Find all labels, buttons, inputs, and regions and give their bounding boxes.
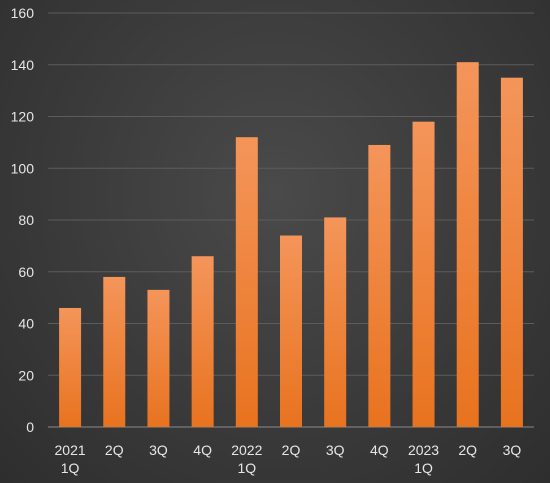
x-tick-label: 1Q xyxy=(61,460,80,476)
x-tick-label: 1Q xyxy=(414,460,433,476)
x-tick-label: 4Q xyxy=(370,442,389,458)
x-tick-label: 1Q xyxy=(237,460,256,476)
x-tick-label: 2Q xyxy=(458,442,477,458)
grid-lines xyxy=(48,12,534,428)
y-tick-label: 120 xyxy=(11,109,35,125)
bar xyxy=(500,77,523,427)
y-tick-label: 160 xyxy=(11,5,35,21)
y-axis-ticks: 0 20 40 60 80 100 120 140 160 xyxy=(11,5,35,435)
x-tick-label: 2021 xyxy=(55,442,86,458)
y-tick-label: 100 xyxy=(11,160,35,176)
bar xyxy=(368,144,391,427)
bars xyxy=(59,62,523,428)
y-tick-label: 20 xyxy=(18,367,34,383)
x-tick-label: 3Q xyxy=(326,442,345,458)
bar xyxy=(412,121,435,428)
y-tick-label: 0 xyxy=(26,419,34,435)
x-axis-labels: 2021 1Q 2Q 3Q 4Q 2022 1Q 2Q 3Q 4Q 2023 1Q 2Q 3Q xyxy=(55,442,522,476)
bar xyxy=(456,62,479,427)
x-tick-label: 2Q xyxy=(282,442,301,458)
y-tick-label: 60 xyxy=(18,264,34,280)
x-tick-label: 3Q xyxy=(149,442,168,458)
bar xyxy=(103,276,126,427)
bar xyxy=(147,289,170,427)
bar xyxy=(191,256,214,427)
bar xyxy=(235,137,258,427)
x-tick-label: 3Q xyxy=(503,442,522,458)
y-tick-label: 140 xyxy=(11,57,35,73)
x-tick-label: 2023 xyxy=(408,442,439,458)
bar xyxy=(59,307,82,427)
bar xyxy=(324,217,347,427)
y-tick-label: 80 xyxy=(18,212,34,228)
x-tick-label: 2Q xyxy=(105,442,124,458)
x-tick-label: 2022 xyxy=(231,442,262,458)
x-tick-label: 4Q xyxy=(193,442,212,458)
bar xyxy=(280,235,302,427)
y-tick-label: 40 xyxy=(18,316,34,332)
